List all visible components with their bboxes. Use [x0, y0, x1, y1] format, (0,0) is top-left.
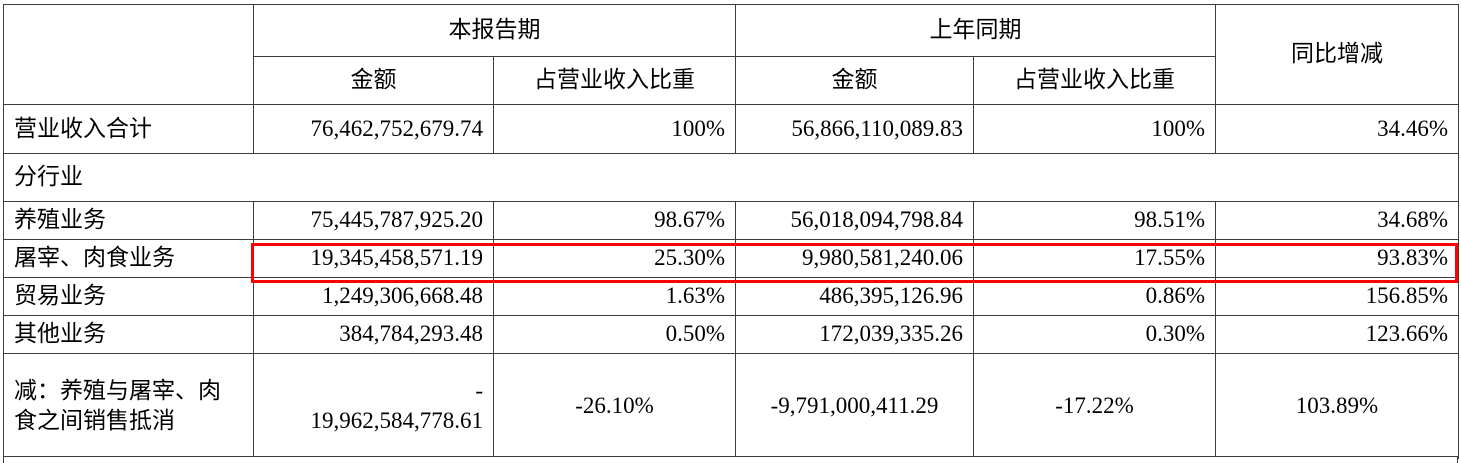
table-row-other-business: 其他业务 384,784,293.48 0.50% 172,039,335.26…	[3, 315, 1459, 354]
cell-total-current-amount: 76,462,752,679.74	[253, 104, 494, 154]
cell-other-current-share: 0.50%	[493, 315, 736, 354]
cell-total-prior-amount: 56,866,110,089.83	[735, 104, 974, 154]
revenue-breakdown-table-container: 本报告期 上年同期 同比增减 金额 占营业收入比重 金额 占营业收入比重 营业收…	[0, 4, 1461, 463]
cell-trade-prior-amount: 486,395,126.96	[735, 277, 974, 316]
table-header-row-periods: 本报告期 上年同期 同比增减	[3, 4, 1459, 105]
header-cell-current-period: 本报告期	[253, 4, 736, 57]
cell-elimination-current-share: -26.10%	[493, 353, 736, 459]
cell-elimination-yoy-change: 103.89%	[1215, 353, 1459, 459]
cell-trade-prior-share: 0.86%	[973, 277, 1216, 316]
table-bottom-continuation-stub	[3, 456, 1458, 463]
header-cell-prior-share: 占营业收入比重	[973, 56, 1216, 105]
cell-total-yoy-change: 34.46%	[1215, 104, 1459, 154]
amount-minus-sign: -	[475, 377, 483, 403]
cell-trade-current-amount: 1,249,306,668.48	[253, 277, 494, 316]
table-row-trade-business: 贸易业务 1,249,306,668.48 1.63% 486,395,126.…	[3, 277, 1459, 316]
cell-other-yoy-change: 123.66%	[1215, 315, 1459, 354]
cell-other-prior-amount: 172,039,335.26	[735, 315, 974, 354]
cell-trade-current-share: 1.63%	[493, 277, 736, 316]
amount-wrapped-value: - 19,962,584,778.61	[264, 376, 484, 437]
header-cell-yoy-change: 同比增减	[1215, 4, 1459, 105]
header-cell-label-column	[3, 4, 254, 105]
table-row-intersegment-elimination: 减：养殖与屠宰、肉食之间销售抵消 - 19,962,584,778.61 -26…	[3, 353, 1459, 459]
cell-farming-yoy-change: 34.68%	[1215, 201, 1459, 240]
header-cell-prior-period: 上年同期	[735, 4, 1216, 57]
cell-farming-current-share: 98.67%	[493, 201, 736, 240]
cell-elimination-current-amount: - 19,962,584,778.61	[253, 353, 494, 459]
header-cell-current-amount: 金额	[253, 56, 494, 105]
cell-farming-prior-share: 98.51%	[973, 201, 1216, 240]
cell-other-current-amount: 384,784,293.48	[253, 315, 494, 354]
cell-farming-current-amount: 75,445,787,925.20	[253, 201, 494, 240]
cell-elimination-prior-share: -17.22%	[973, 353, 1216, 459]
header-cell-current-share: 占营业收入比重	[493, 56, 736, 105]
section-label-by-industry: 分行业	[3, 153, 1459, 202]
row-label-total-revenue: 营业收入合计	[3, 104, 254, 154]
cell-farming-prior-amount: 56,018,094,798.84	[735, 201, 974, 240]
amount-digits: 19,962,584,778.61	[310, 408, 484, 433]
cell-slaughter-current-amount: 19,345,458,571.19	[253, 239, 494, 278]
row-label-trade-business: 贸易业务	[3, 277, 254, 316]
table-header-row-measures: 金额 占营业收入比重 金额 占营业收入比重	[4, 56, 1459, 105]
row-label-slaughter-meat-business: 屠宰、肉食业务	[3, 239, 254, 278]
cell-total-prior-share: 100%	[973, 104, 1216, 154]
table-row-slaughter-meat-business: 屠宰、肉食业务 19,345,458,571.19 25.30% 9,980,5…	[3, 239, 1459, 278]
cell-slaughter-prior-share: 17.55%	[973, 239, 1216, 278]
header-cell-prior-amount: 金额	[735, 56, 974, 105]
cell-slaughter-prior-amount: 9,980,581,240.06	[735, 239, 974, 278]
table-row-total-revenue: 营业收入合计 76,462,752,679.74 100% 56,866,110…	[3, 104, 1459, 154]
cell-trade-yoy-change: 156.85%	[1215, 277, 1459, 316]
cell-slaughter-yoy-change: 93.83%	[1215, 239, 1459, 278]
row-label-farming-business: 养殖业务	[3, 201, 254, 240]
cell-other-prior-share: 0.30%	[973, 315, 1216, 354]
revenue-breakdown-table: 本报告期 上年同期 同比增减 金额 占营业收入比重 金额 占营业收入比重 营业收…	[3, 4, 1459, 459]
cell-total-current-share: 100%	[493, 104, 736, 154]
cell-elimination-prior-amount: -9,791,000,411.29	[735, 353, 974, 459]
table-row-farming-business: 养殖业务 75,445,787,925.20 98.67% 56,018,094…	[3, 201, 1459, 240]
row-label-other-business: 其他业务	[3, 315, 254, 354]
row-label-intersegment-elimination: 减：养殖与屠宰、肉食之间销售抵消	[3, 353, 254, 459]
table-row-section-by-industry: 分行业	[3, 153, 1459, 202]
cell-slaughter-current-share: 25.30%	[493, 239, 736, 278]
